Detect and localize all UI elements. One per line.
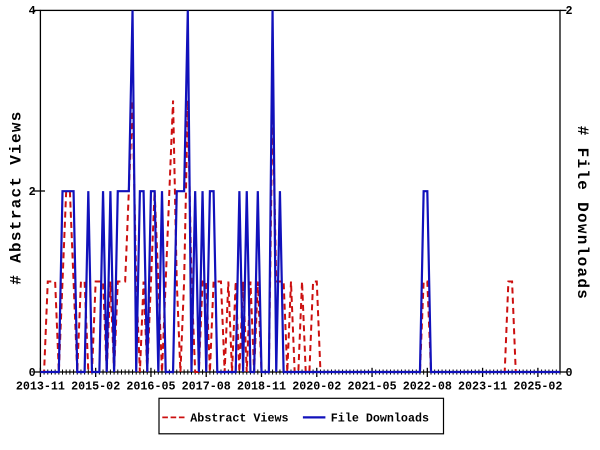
svg-text:2015-02: 2015-02 (71, 379, 120, 393)
svg-text:2020-02: 2020-02 (292, 379, 341, 393)
svg-text:2013-11: 2013-11 (16, 379, 65, 393)
svg-text:0: 0 (566, 366, 573, 380)
svg-text:0: 0 (29, 366, 36, 380)
svg-text:2025-02: 2025-02 (513, 379, 562, 393)
svg-text:2018-11: 2018-11 (237, 379, 286, 393)
svg-text:Abstract Views: Abstract Views (190, 411, 288, 425)
svg-text:# File Downloads: # File Downloads (573, 126, 591, 300)
svg-text:4: 4 (29, 4, 36, 18)
svg-text:2021-05: 2021-05 (347, 379, 396, 393)
svg-text:# Abstract Views: # Abstract Views (8, 110, 26, 284)
svg-text:File Downloads: File Downloads (331, 411, 429, 425)
svg-text:2: 2 (29, 185, 36, 199)
svg-text:2022-08: 2022-08 (403, 379, 452, 393)
svg-text:2023-11: 2023-11 (458, 379, 507, 393)
svg-text:2017-08: 2017-08 (182, 379, 231, 393)
svg-text:2016-05: 2016-05 (126, 379, 175, 393)
svg-text:2: 2 (566, 4, 573, 18)
